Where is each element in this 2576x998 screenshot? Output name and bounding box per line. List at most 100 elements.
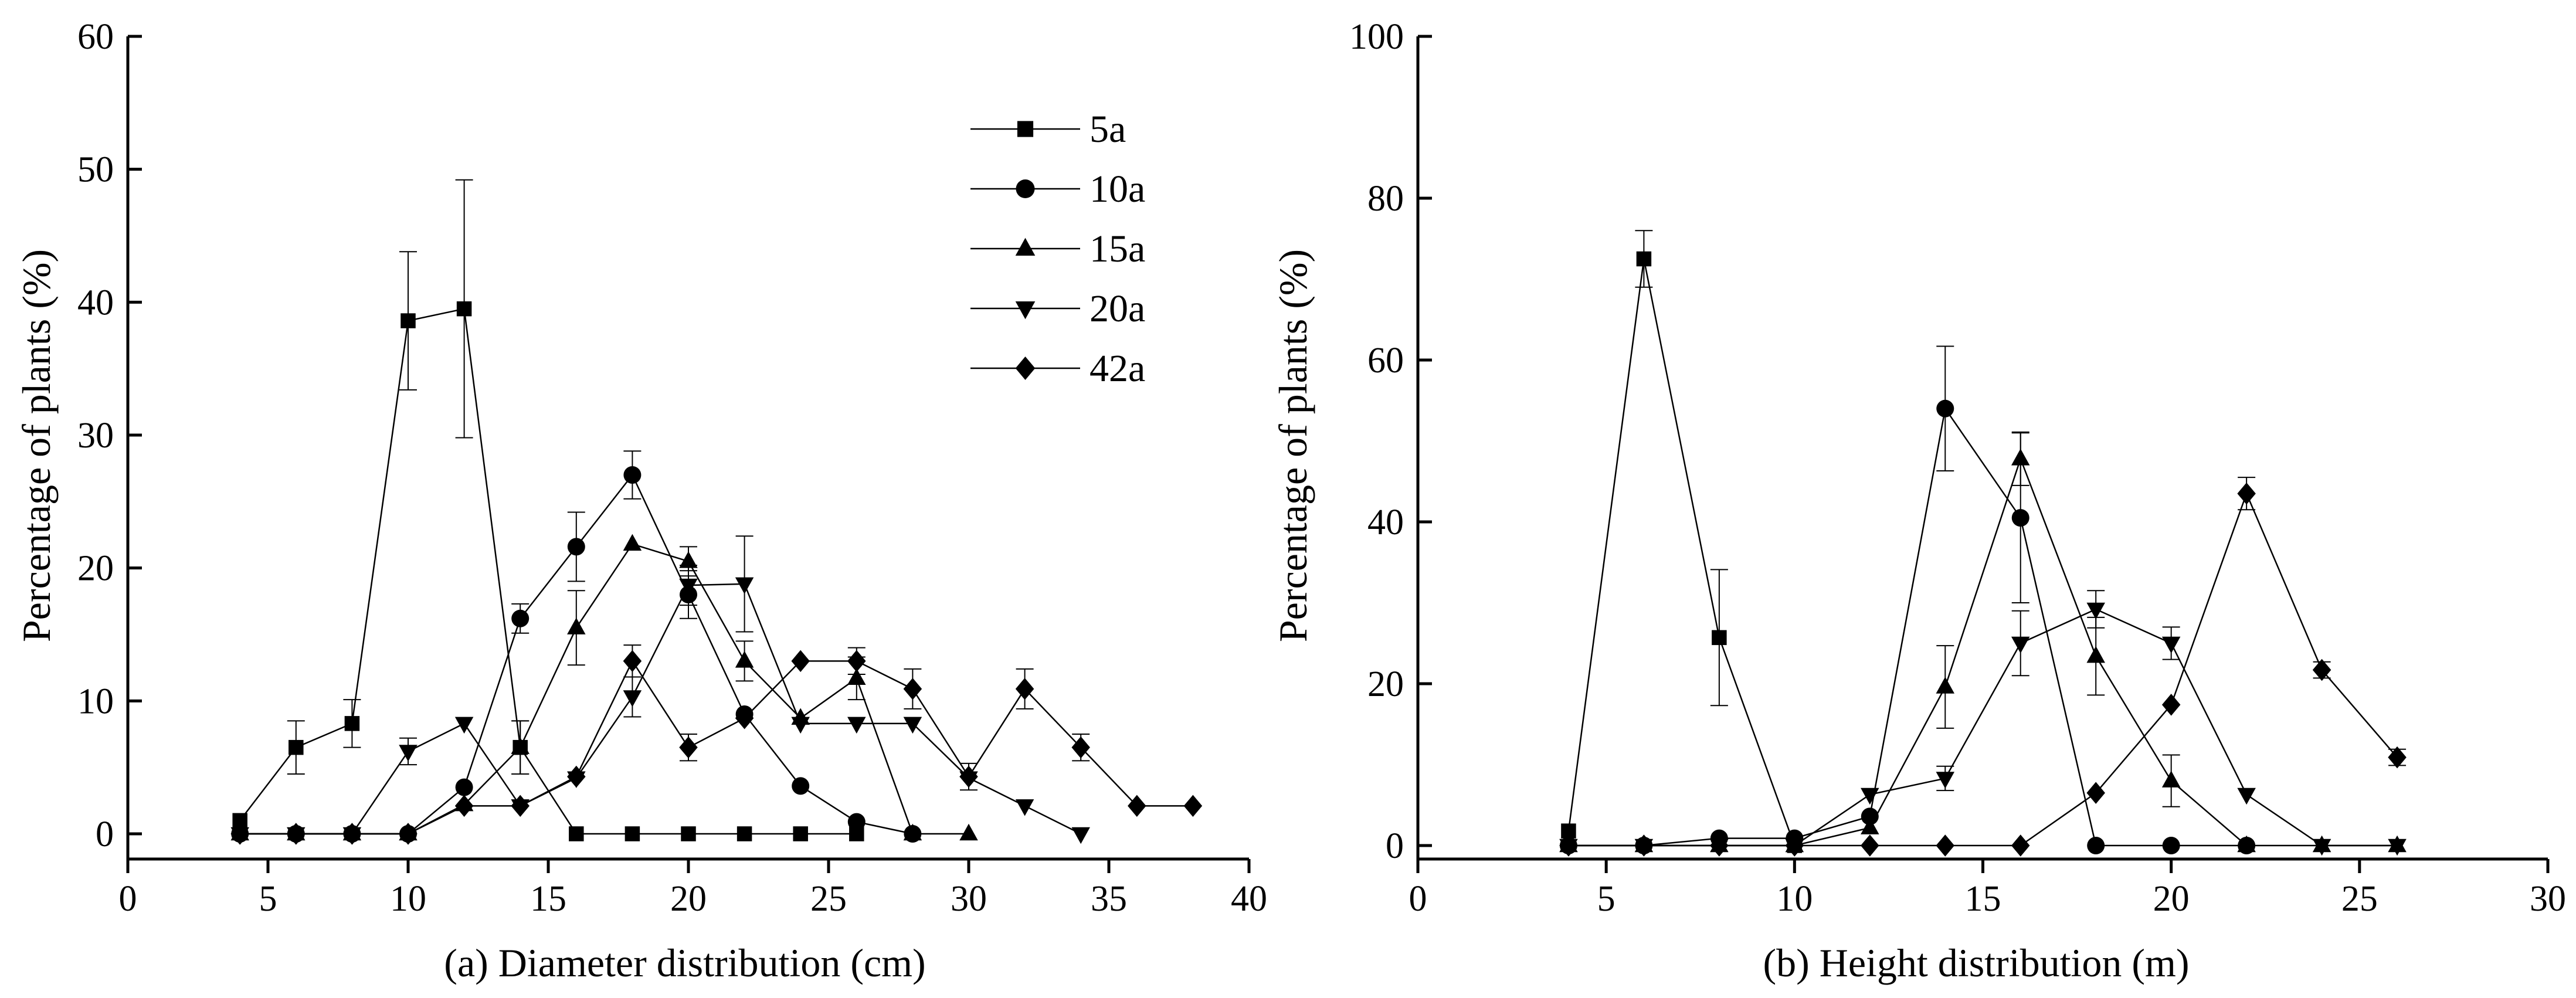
point-42a <box>903 678 922 700</box>
point-15a <box>2161 770 2181 787</box>
point-20a <box>1861 787 1879 805</box>
y-tick-label: 80 <box>1367 179 1404 219</box>
point-42a <box>623 650 642 673</box>
point-20a <box>1936 772 1955 789</box>
series-line-15a <box>1568 456 2398 847</box>
y-tick-label: 0 <box>1386 826 1404 866</box>
point-5a <box>737 826 752 841</box>
point-10a <box>567 538 585 556</box>
legend-marker-20a <box>1015 301 1036 320</box>
point-15a <box>2011 449 2030 466</box>
point-15a <box>623 534 642 551</box>
point-42a <box>287 823 306 845</box>
point-42a <box>847 650 866 673</box>
y-tick-label: 50 <box>77 150 114 190</box>
y-tick-label: 60 <box>1367 341 1404 381</box>
point-42a <box>959 765 978 788</box>
legend-marker-10a <box>1016 179 1035 198</box>
point-42a <box>567 765 586 788</box>
panel-diameter-x-title: (a) Diameter distribution (cm) <box>444 941 925 985</box>
legend-marker-15a <box>1015 237 1036 256</box>
point-5a <box>1636 251 1652 267</box>
legend: 5a 10a 15a 20a 42a <box>970 108 1145 390</box>
x-tick-label: 10 <box>1776 879 1813 919</box>
y-tick-label: 60 <box>77 17 114 57</box>
series-line-5a <box>1567 259 1796 846</box>
point-20a <box>1015 799 1034 816</box>
y-tick-label: 20 <box>1367 664 1404 704</box>
series-line-42a <box>1568 491 2398 847</box>
x-tick-label: 30 <box>2530 879 2566 919</box>
panel-height-ticks: 0 5 10 15 20 25 30 0 20 40 60 80 100 <box>1349 17 2566 919</box>
point-42a <box>1861 834 1879 857</box>
series-line-10a <box>1568 406 2247 847</box>
point-15a <box>679 551 698 568</box>
y-tick-label: 20 <box>77 549 114 589</box>
point-20a <box>847 717 866 734</box>
x-tick-label: 40 <box>1231 879 1267 919</box>
point-42a <box>679 736 698 759</box>
legend-item-10a: 10a <box>970 168 1145 211</box>
x-tick-label: 5 <box>259 879 277 919</box>
point-42a <box>399 823 418 845</box>
point-15a <box>1936 677 1955 694</box>
point-20a <box>623 690 642 707</box>
point-15a <box>959 823 978 841</box>
legend-marker-42a <box>1015 357 1036 380</box>
legend-marker-5a <box>1017 121 1034 137</box>
x-tick-label: 0 <box>119 879 137 919</box>
point-42a <box>511 795 530 817</box>
point-20a <box>1071 827 1090 844</box>
panel-height-y-title: Percentage of plants (%) <box>1271 249 1315 642</box>
series-line-20a <box>240 583 1081 835</box>
point-42a <box>1183 795 1203 817</box>
panel-diameter-y-title: Percentage of plants (%) <box>14 249 59 642</box>
point-15a <box>567 617 586 634</box>
y-tick-label: 40 <box>77 283 114 323</box>
point-42a <box>2086 782 2105 804</box>
point-10a <box>1936 399 1954 417</box>
point-42a <box>1710 834 1729 857</box>
point-20a <box>903 717 922 734</box>
x-tick-label: 15 <box>530 879 566 919</box>
series-20a <box>230 535 1090 844</box>
point-20a <box>791 717 810 734</box>
series-15a <box>1559 431 2407 853</box>
point-5a <box>625 826 640 841</box>
point-20a <box>735 577 754 595</box>
y-tick-label: 0 <box>96 814 114 854</box>
x-tick-label: 0 <box>1409 879 1427 919</box>
point-15a <box>847 668 866 685</box>
panel-diameter: 0 5 10 15 20 25 30 35 40 0 10 20 30 40 50 60 (a) Diamet… <box>14 17 1267 985</box>
point-5a <box>1712 630 1727 646</box>
point-15a <box>2237 835 2256 853</box>
point-20a <box>679 578 698 596</box>
point-42a <box>2011 834 2030 857</box>
point-10a <box>792 777 810 795</box>
point-42a <box>2388 746 2407 769</box>
point-42a <box>1936 834 1955 857</box>
point-5a <box>344 716 360 731</box>
series-10a <box>1559 345 2256 854</box>
legend-item-42a: 42a <box>970 347 1145 390</box>
legend-label: 5a <box>1090 108 1126 151</box>
point-20a <box>2237 787 2256 805</box>
point-15a <box>2086 646 2105 663</box>
point-20a <box>454 717 474 734</box>
x-tick-label: 10 <box>390 879 426 919</box>
legend-label: 15a <box>1090 228 1145 270</box>
series-line-15a <box>240 543 969 835</box>
point-42a <box>1559 834 1578 857</box>
panel-height: 0 5 10 15 20 25 30 0 20 40 60 80 100 (b) Height dist… <box>1271 17 2566 985</box>
point-42a <box>735 707 754 729</box>
point-5a <box>681 826 696 841</box>
series-42a <box>1559 477 2407 857</box>
series-5a <box>1561 230 1803 853</box>
point-42a <box>1634 834 1654 857</box>
legend-label: 42a <box>1090 347 1145 390</box>
point-42a <box>1015 678 1034 700</box>
y-tick-label: 100 <box>1349 17 1404 57</box>
y-tick-label: 30 <box>77 416 114 456</box>
point-5a <box>401 313 416 328</box>
